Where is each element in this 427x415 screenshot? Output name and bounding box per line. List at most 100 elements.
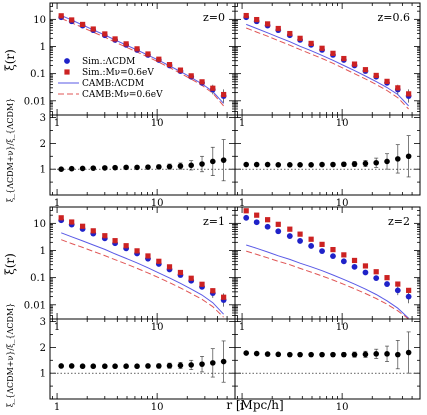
ratio-point [123,363,129,370]
ratio-point [362,351,369,358]
ratio-point [58,166,65,172]
x-tick-label: 10 [151,402,164,413]
camb-lcdm-line [60,14,224,104]
ratio-point [112,363,118,370]
y-tick-label: 1 [40,165,46,176]
ratio-point [209,360,216,366]
ratio-point [297,351,303,358]
y-tick-label: 0.01 [24,300,46,311]
x-tick-label: 1 [54,402,60,413]
panel-frame [234,318,421,400]
ratio-point [308,351,314,358]
sim-mnu-point [406,287,412,293]
sim-mnu-point [330,246,336,253]
sim-mnu-point [297,35,303,41]
camb-lcdm-line [61,232,224,315]
ratio-point [373,351,379,357]
ratio-point [68,363,75,369]
x-tick-label: 10 [151,118,164,129]
ratio-point [253,350,260,357]
sim-lcdm-point [351,263,358,270]
redshift-label: z=1 [203,215,225,228]
x-tick-label: 10 [151,198,164,209]
sim-mnu-point [406,91,412,97]
y-axis-label-top-row: ξ(r) [3,49,17,71]
sim-mnu-point [221,91,227,98]
panel-frame [49,318,236,400]
sim-lcdm-point [340,258,347,265]
sim-lcdm-point [264,223,271,230]
sim-mnu-point [156,258,162,264]
sim-mnu-point [221,294,227,300]
sim-mnu-point [188,73,194,79]
camb-mnu-line [61,239,224,318]
x-tick-label: 1 [54,322,60,333]
sim-mnu-point [123,41,129,47]
sim-mnu-point [80,223,86,229]
sim-mnu-point [69,219,75,225]
y-tick-label: 0.1 [30,273,46,284]
ratio-point [177,163,184,169]
redshift-label: z=2 [388,215,410,228]
ratio-point [90,165,97,171]
sim-lcdm-point [286,233,293,239]
sim-mnu-point [145,253,151,259]
sim-lcdm-point [330,253,336,260]
sim-mnu-point [373,72,379,79]
y-tick-label: 1 [40,42,46,53]
sim-lcdm-point [319,248,325,255]
panel-6: 1 10 z=2 [234,206,421,333]
sim-mnu-point [287,226,293,232]
sim-mnu-point [102,233,108,239]
legend: Sim.:ΛCDMSim.:Mν=0.6eVCAMB:ΛCDMCAMB:Mν=0… [58,57,163,100]
sim-mnu-point [275,25,281,32]
legend-label: Sim.:ΛCDM [82,57,135,67]
ratio-point [275,162,282,168]
ratio-point [330,161,336,168]
ratio-point [209,158,216,165]
camb-lcdm-line [246,244,409,319]
ratio-point [264,351,271,357]
ratio-point [177,362,184,369]
ratio-point [145,363,151,369]
sim-mnu-point [395,85,401,91]
x-tick-label: 1 [54,198,60,209]
redshift-label: z=0.6 [377,11,410,24]
ratio-point [102,363,108,370]
ratio-point [134,164,140,171]
y-tick-label: 2 [40,139,46,150]
camb-mnu-line [61,17,224,107]
sim-mnu-point [319,241,325,247]
sim-mnu-point [58,215,64,221]
sim-mnu-point [243,12,249,19]
ratio-point [220,358,227,365]
panel-1: 1 10 0.01 0.1 1 10 z=0 [24,2,236,129]
ratio-point [188,162,194,169]
ratio-point [362,160,369,167]
sim-mnu-point [254,212,260,218]
x-tick-label: 10 [336,198,349,209]
ratio-point [330,351,336,358]
ratio-point [394,156,401,162]
sim-mnu-point [166,62,173,68]
sim-mnu-point [384,275,390,281]
sim-mnu-point [351,257,358,264]
sim-lcdm-point [394,287,401,294]
sim-mnu-point [199,281,205,287]
ratio-point [341,161,347,168]
x-tick-label: 1 [239,198,245,209]
ratio-point [166,362,173,369]
ratio-point [275,351,282,358]
camb-mnu-line [246,27,409,110]
y-axis-label-ratio-bottom: ξ_{ΛCDM+ν}/ξ_{ΛCDM} [6,303,15,407]
ratio-point [220,157,227,163]
x-tick-label: 1 [54,118,60,129]
sim-mnu-point [351,61,358,67]
y-tick-label: 10 [33,219,46,230]
sim-mnu-point [80,21,86,28]
ratio-point [384,158,390,165]
ratio-point [384,351,390,357]
ratio-point [373,159,379,166]
